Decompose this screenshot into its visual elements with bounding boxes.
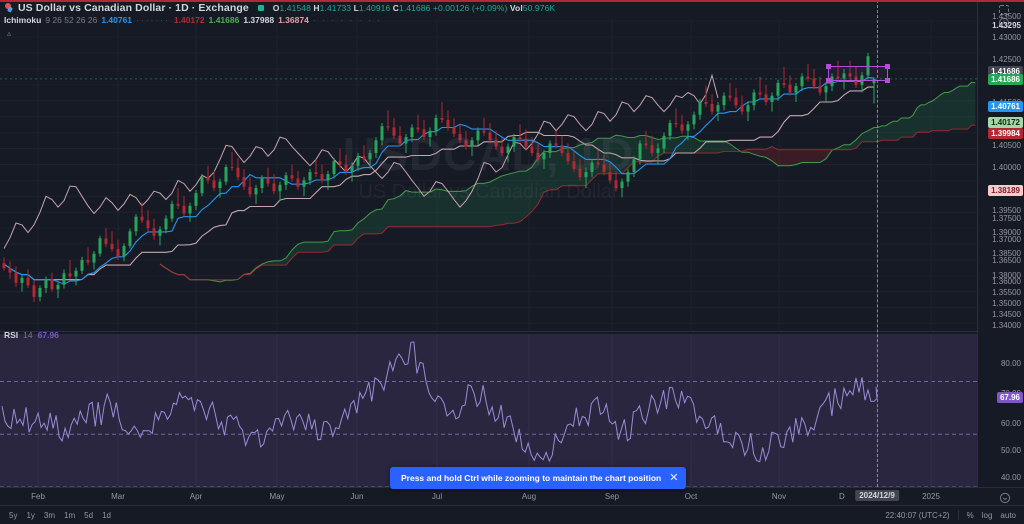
rsi-tick-2: 60.00	[1000, 419, 1021, 428]
time-tick-oct: Oct	[684, 492, 698, 501]
base-price-label: 1.40172	[988, 117, 1023, 128]
close-label: C	[392, 2, 400, 13]
rsi-tick-0: 80.00	[1000, 359, 1021, 368]
toolbar-divider	[957, 510, 959, 520]
rsi-tick-3: 50.00	[1000, 446, 1021, 455]
price-tick-10: 1.39000	[992, 228, 1021, 237]
price-tick-12: 1.38000	[992, 271, 1021, 280]
price-tick-0: 1.43500	[992, 12, 1021, 21]
low-value: 1.40916	[358, 2, 391, 13]
conversion-price-label: 1.40761	[988, 101, 1023, 112]
pane-divider[interactable]	[0, 331, 977, 332]
range-button-5d[interactable]: 5d	[84, 510, 94, 520]
lead2-price-label: 1.39984	[988, 128, 1023, 139]
price-tick-20: 1.34000	[992, 321, 1021, 330]
rsi-legend[interactable]: RSI 14 67.96	[4, 330, 59, 340]
close-icon[interactable]: ✕	[669, 471, 679, 484]
price-tick-8: 1.40000	[992, 163, 1021, 172]
collapse-pane-icon[interactable]: ▵	[7, 29, 12, 38]
rsi-chart-svg	[0, 334, 977, 487]
toast-message: Press and hold Ctrl while zooming to mai…	[401, 473, 662, 483]
time-tick-mar: Mar	[111, 492, 125, 501]
volume-label: Vol	[509, 2, 523, 13]
rsi-period: 14	[23, 330, 33, 340]
change-percent: (+0.09%)	[471, 2, 508, 13]
selection-handle-tr[interactable]	[885, 64, 890, 69]
clock-label[interactable]: 22:40:07 (UTC+2)	[885, 510, 950, 520]
symbol-title[interactable]: US Dollar vs Canadian Dollar · 1D · Exch…	[18, 1, 249, 14]
time-tick-feb: Feb	[31, 492, 45, 501]
bottom-toolbar[interactable]: 5y 1y 3m 1m 5d 1d 22:40:07 (UTC+2) % log auto	[0, 505, 1024, 524]
time-tick-jul: Jul	[431, 492, 443, 501]
top-accent-strip	[0, 0, 1024, 2]
time-tick-jun: Jun	[350, 492, 364, 501]
range-button-5y[interactable]: 5y	[9, 510, 18, 520]
log-toggle[interactable]: log	[981, 510, 993, 520]
symbol-logo-icon	[4, 3, 13, 12]
time-axis[interactable]: Feb Mar Apr May Jun Jul Aug Sep Oct Nov 2025 D 2024/…	[0, 487, 1024, 505]
range-buttons[interactable]: 5y 1y 3m 1m 5d 1d	[0, 511, 111, 520]
close-value: 1.41686	[399, 2, 431, 13]
price-tick-19: 1.34500	[992, 310, 1021, 319]
cursor-date-label: 2024/12/9	[855, 490, 899, 501]
price-tick-1: 1.43295	[992, 21, 1021, 30]
price-tick-14: 1.37000	[992, 235, 1021, 244]
axis-countdown-icon[interactable]	[997, 16, 1011, 30]
open-value: 1.41548	[279, 2, 311, 13]
price-tick-13: 1.37500	[992, 214, 1021, 223]
bottom-right-controls[interactable]: 22:40:07 (UTC+2) % log auto	[885, 510, 1024, 520]
time-tick-sep: Sep	[604, 492, 620, 501]
time-tick-apr: Apr	[189, 492, 203, 501]
high-label: H	[313, 2, 320, 13]
price-tick-7: 1.40500	[992, 141, 1021, 150]
selection-handle-bl[interactable]	[826, 78, 831, 83]
crosshair-vertical-line	[877, 0, 878, 487]
rsi-pane[interactable]	[0, 334, 977, 487]
price-tick-18: 1.35000	[992, 299, 1021, 308]
reset-chart-icon[interactable]	[999, 491, 1011, 504]
cursor-date-prefix: D	[839, 492, 845, 501]
selection-handle-tl[interactable]	[826, 64, 831, 69]
price-axis[interactable]: 1.435001.432951.430001.425001.420001.415…	[977, 0, 1024, 487]
last-price-label: 1.41686	[988, 74, 1023, 85]
auto-toggle[interactable]: auto	[1000, 510, 1016, 520]
volume-value: 50.976K	[522, 2, 556, 13]
range-button-1y[interactable]: 1y	[26, 510, 35, 520]
axis-maximize-icon[interactable]	[997, 3, 1011, 17]
selection-handle-br[interactable]	[885, 78, 890, 83]
percent-toggle[interactable]: %	[966, 510, 974, 520]
rsi-label[interactable]: RSI	[4, 330, 19, 340]
high-value: 1.41733	[319, 2, 352, 13]
lead1-price-label: 1.41686	[988, 66, 1023, 77]
price-tick-16: 1.36000	[992, 277, 1021, 286]
selection-rectangle[interactable]	[826, 64, 890, 83]
market-status-dot-icon	[257, 4, 264, 11]
price-tick-11: 1.38500	[992, 249, 1021, 258]
time-tick-nov: Nov	[771, 492, 787, 501]
range-button-1m[interactable]: 1m	[64, 510, 76, 520]
time-tick-2025: 2025	[922, 492, 940, 501]
price-pane[interactable]: USDCAD, 1D US Dollar vs Canadian Dollar	[0, 18, 977, 330]
low-label: L	[353, 2, 359, 13]
range-button-3m[interactable]: 3m	[43, 510, 56, 520]
price-tick-17: 1.35500	[992, 288, 1021, 297]
price-tick-15: 1.36500	[992, 256, 1021, 265]
rsi-value-label: 67.96	[996, 392, 1023, 403]
price-tick-2: 1.43000	[992, 33, 1021, 42]
price-tick-3: 1.42500	[992, 55, 1021, 64]
time-tick-aug: Aug	[521, 492, 537, 501]
lagging-price-label: 1.38189	[988, 185, 1023, 196]
rsi-value: 67.96	[37, 330, 59, 340]
zoom-hint-toast[interactable]: Press and hold Ctrl while zooming to mai…	[390, 467, 687, 489]
ohlc-values: O1.41548 H1.41733 L1.40916 C1.41686 +0.0…	[273, 3, 555, 13]
open-label: O	[272, 2, 280, 13]
price-chart-svg	[0, 18, 977, 330]
rsi-tick-4: 40.00	[1000, 473, 1021, 482]
range-button-1d[interactable]: 1d	[102, 510, 111, 520]
change-value: +0.00126	[432, 2, 470, 13]
price-tick-9: 1.39500	[992, 206, 1021, 215]
time-tick-may: May	[269, 492, 285, 501]
